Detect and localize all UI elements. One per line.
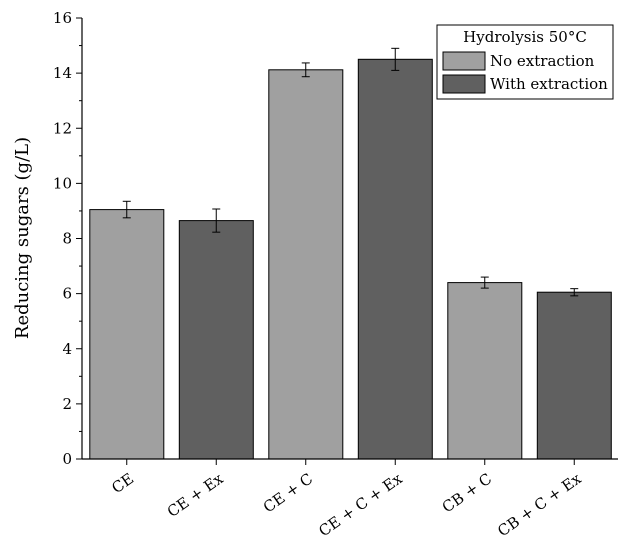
bar-3 — [357, 58, 433, 460]
y-tick-label: 10 — [53, 174, 72, 192]
legend: Hydrolysis 50°C No extraction With extra… — [436, 24, 614, 100]
x-tick-label: CE + C + Ex — [315, 469, 406, 540]
x-tick-label: CB + C — [439, 470, 495, 517]
y-tick-label: 12 — [53, 119, 72, 137]
bar-5 — [536, 291, 612, 460]
y-tick-label: 0 — [62, 450, 72, 468]
legend-swatch-no-extraction — [442, 51, 486, 71]
y-tick-label: 14 — [53, 64, 72, 82]
x-tick-label: CE — [108, 470, 137, 498]
bar-1 — [178, 220, 254, 460]
y-tick-label: 8 — [62, 230, 72, 248]
x-tick-label: CE + Ex — [164, 469, 227, 521]
legend-swatch-with-extraction — [442, 74, 486, 94]
y-tick-label: 16 — [53, 9, 72, 27]
x-tick-label: CB + C + Ex — [494, 469, 585, 540]
legend-title: Hydrolysis 50°C — [463, 28, 587, 46]
bars-layer — [89, 47, 612, 460]
bar-0 — [89, 209, 165, 460]
y-tick-label: 6 — [62, 285, 72, 303]
legend-label-no-extraction: No extraction — [490, 52, 595, 70]
bar-4 — [447, 282, 523, 460]
y-axis-title: Reducing sugars (g/L) — [12, 137, 33, 339]
x-tick-label: CE + C — [260, 470, 316, 517]
y-tick-label: 4 — [62, 340, 72, 358]
y-tick-label: 2 — [62, 395, 72, 413]
bar-2 — [268, 69, 344, 460]
legend-label-with-extraction: With extraction — [490, 75, 608, 93]
